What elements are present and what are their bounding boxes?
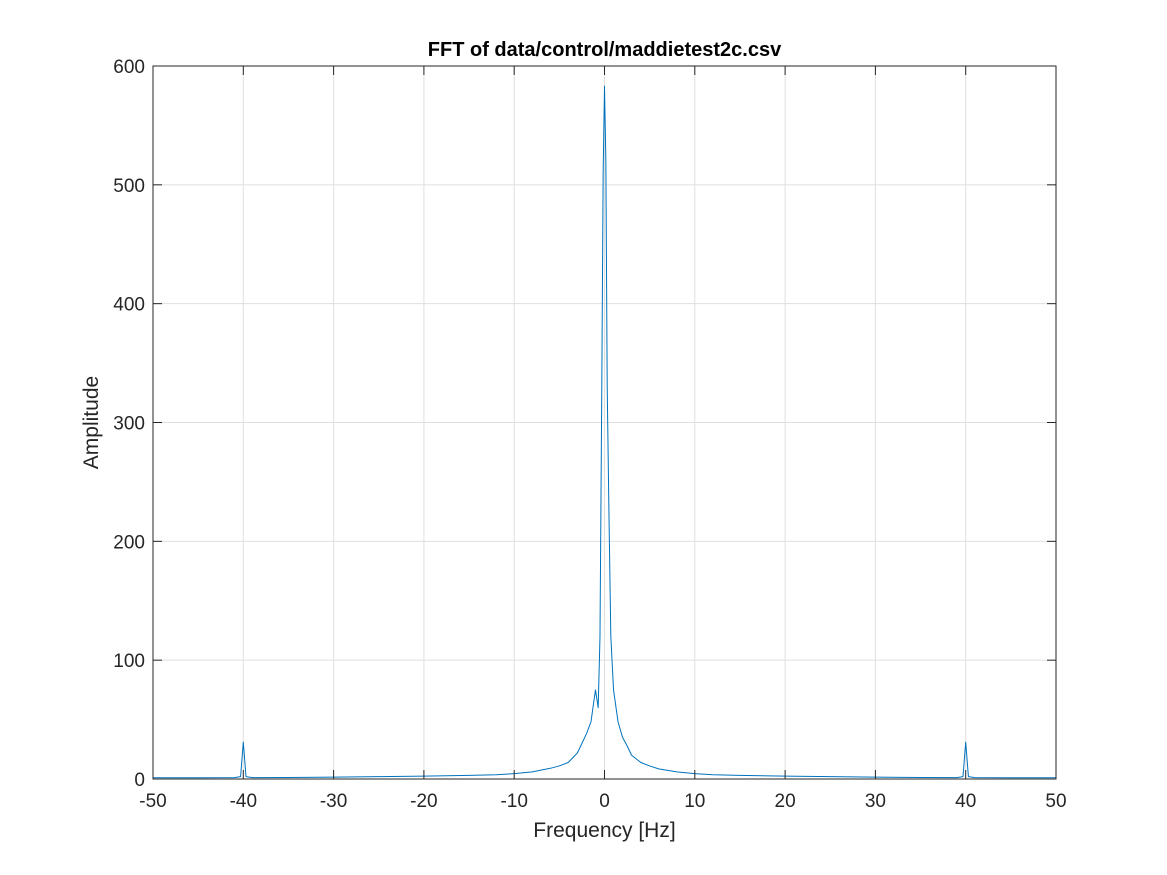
x-tick-label: -10 [500,791,527,812]
plot-area: -50 -40 -30 -20 -10 0 10 20 30 40 5001002003004005… [113,57,1066,812]
x-tick-label: 40 [955,791,976,812]
series-layer [153,85,1056,779]
x-axis-title: Frequency [Hz] [533,819,675,842]
x-tick-label: 30 [865,791,886,812]
x-tick-label: 10 [684,791,705,812]
y-axis-title: Amplitude [80,376,103,469]
x-tick-label: 20 [775,791,796,812]
x-tick-label: -40 [230,791,257,812]
x-tick-label: -50 [139,791,166,812]
x-tick-label: -20 [410,791,437,812]
grid [153,66,1056,779]
y-tick-label: 0 [134,770,145,791]
x-tick-label: 0 [599,791,610,812]
x-tick-label: 50 [1045,791,1066,812]
y-tick-label: 200 [113,532,145,553]
y-tick-label: 500 [113,176,145,197]
y-tick-label: 600 [113,57,145,78]
ticks [152,65,1057,780]
y-tick-label: 100 [113,651,145,672]
fft-series-line [153,85,1056,779]
chart-title: FFT of data/control/maddietest2c.csv [428,39,782,61]
tick-labels: -50 -40 -30 -20 -10 0 10 20 30 40 5001002003004005… [113,57,1066,812]
y-tick-label: 300 [113,414,145,435]
x-tick-label: -30 [320,791,347,812]
y-tick-label: 400 [113,295,145,316]
